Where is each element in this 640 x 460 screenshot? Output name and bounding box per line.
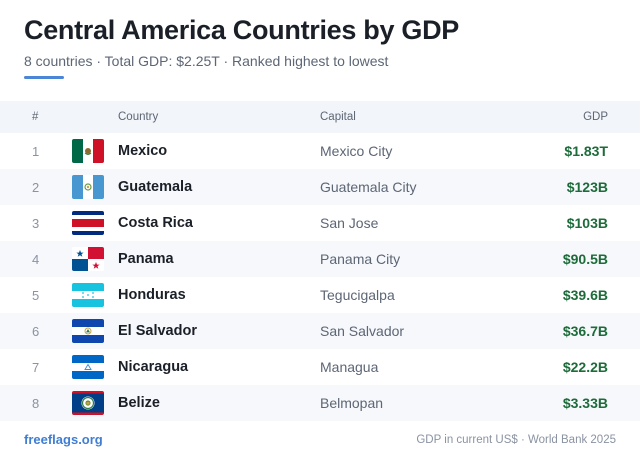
row-country: Honduras — [118, 287, 186, 303]
row-capital: San Jose — [320, 215, 379, 231]
page-subtitle: 8 countries · Total GDP: $2.25T · Ranked… — [24, 53, 389, 69]
row-gdp: $1.83T — [564, 143, 608, 159]
column-header-country: Country — [118, 111, 159, 123]
table-row: 7 Nicaragua Managua $22.2B — [0, 349, 640, 385]
row-rank: 2 — [32, 179, 40, 195]
row-rank: 4 — [32, 251, 40, 267]
row-gdp: $22.2B — [562, 359, 608, 375]
row-gdp: $39.6B — [562, 287, 608, 303]
guatemala-flag-icon — [72, 175, 104, 199]
page-header: Central America Countries by GDP 8 count… — [24, 14, 616, 79]
row-country: Nicaragua — [118, 359, 189, 375]
row-capital: Guatemala City — [320, 179, 417, 195]
row-country: Guatemala — [118, 179, 193, 195]
source-note: GDP in current US$ · World Bank 2025 — [416, 433, 616, 446]
row-gdp: $103B — [566, 215, 608, 231]
panama-flag-icon — [72, 247, 104, 271]
mexico-flag-icon — [72, 139, 104, 163]
row-gdp: $36.7B — [562, 323, 608, 339]
table-row: 2 Guatemala Guatemala City $123B — [0, 169, 640, 205]
column-header-gdp: GDP — [583, 111, 608, 123]
row-gdp: $90.5B — [562, 251, 608, 267]
row-country: Mexico — [118, 143, 168, 159]
row-rank: 3 — [32, 215, 40, 231]
table-row: 5 Honduras Tegucigalpa $39.6B — [0, 277, 640, 313]
table-row: 1 Mexico Mexico City $1.83T — [0, 133, 640, 169]
table-row: 4 Panama Panama City $90.5B — [0, 241, 640, 277]
column-header-capital: Capital — [320, 111, 356, 123]
page-footer: freeflags.org GDP in current US$ · World… — [24, 432, 616, 447]
costa-rica-flag-icon — [72, 211, 104, 235]
table-row: 3 Costa Rica San Jose $103B — [0, 205, 640, 241]
row-capital: Belmopan — [320, 395, 384, 411]
row-country: Costa Rica — [118, 215, 193, 231]
row-country: Belize — [118, 395, 160, 411]
row-gdp: $123B — [566, 179, 608, 195]
row-gdp: $3.33B — [562, 395, 608, 411]
table-header: # Country Capital GDP — [0, 101, 640, 133]
page-title: Central America Countries by GDP — [24, 15, 460, 45]
row-rank: 1 — [32, 143, 40, 159]
row-capital: San Salvador — [320, 323, 405, 339]
row-rank: 7 — [32, 359, 40, 375]
row-capital: Mexico City — [320, 143, 393, 159]
row-capital: Managua — [320, 359, 379, 375]
gdp-table: # Country Capital GDP 1 Mexico Mexico Ci… — [0, 101, 640, 421]
row-capital: Tegucigalpa — [320, 287, 395, 303]
nicaragua-flag-icon — [72, 355, 104, 379]
row-capital: Panama City — [320, 251, 401, 267]
column-header-rank: # — [32, 111, 39, 123]
brand-link[interactable]: freeflags.org — [24, 432, 103, 447]
honduras-flag-icon — [72, 283, 104, 307]
row-rank: 6 — [32, 323, 40, 339]
table-row: 6 El Salvador San Salvador $36.7B — [0, 313, 640, 349]
table-row: 8 Belize Belmopan $3.33B — [0, 385, 640, 421]
row-rank: 5 — [32, 287, 40, 303]
row-rank: 8 — [32, 395, 40, 411]
title-accent-bar — [24, 76, 64, 79]
el-salvador-flag-icon — [72, 319, 104, 343]
row-country: Panama — [118, 251, 174, 267]
belize-flag-icon — [72, 391, 104, 415]
row-country: El Salvador — [118, 323, 197, 339]
